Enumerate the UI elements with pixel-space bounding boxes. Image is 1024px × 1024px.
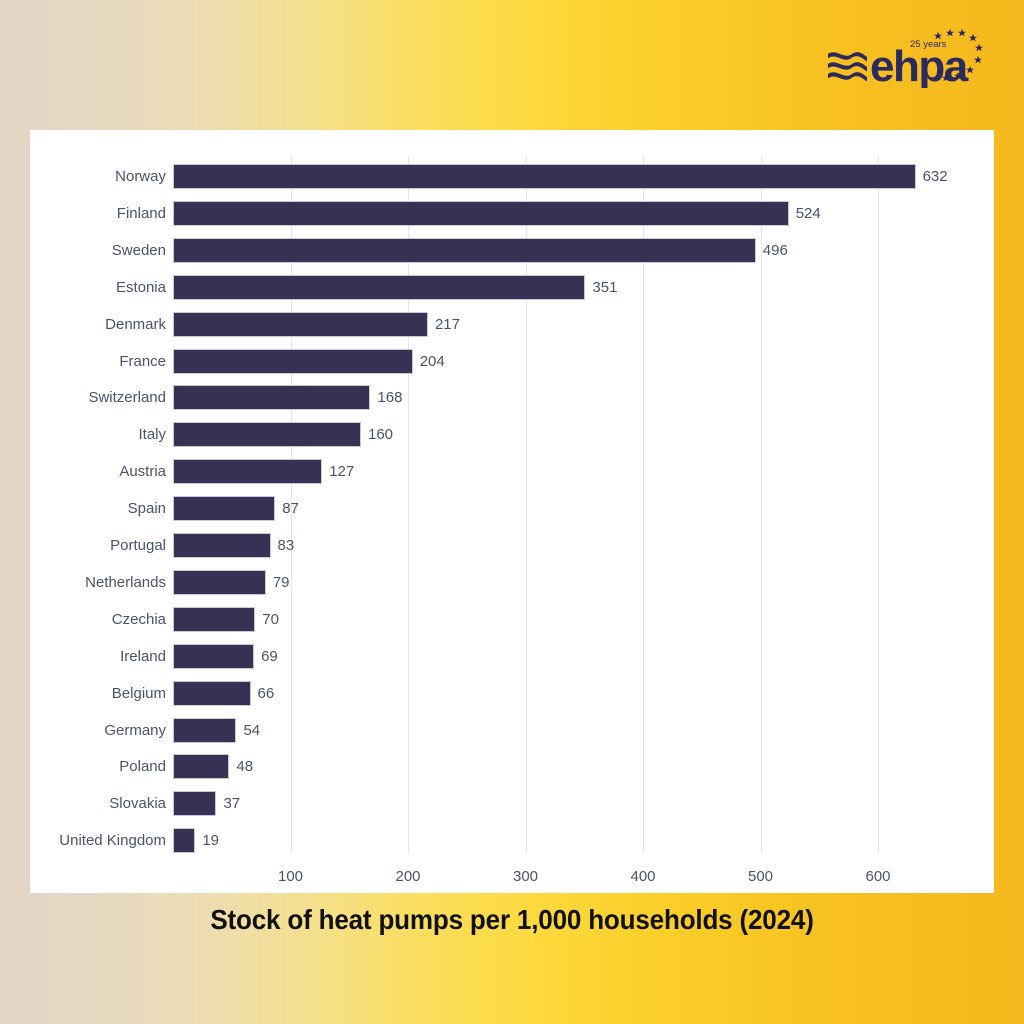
bar[interactable] [173, 164, 916, 189]
bar-row[interactable]: Ireland 69 [30, 638, 994, 675]
bar-row[interactable]: Germany 54 [30, 712, 994, 749]
bar-value-label: 351 [592, 278, 618, 296]
category-label: United Kingdom [59, 832, 166, 850]
bar-row[interactable]: Estonia 351 [30, 269, 994, 306]
bar-value-label: 54 [243, 721, 261, 739]
bar-row[interactable]: Spain 87 [30, 490, 994, 527]
bar-row[interactable]: Finland 524 [30, 195, 994, 232]
bar-row[interactable]: Sweden 496 [30, 232, 994, 269]
bar-row[interactable]: Portugal 83 [30, 527, 994, 564]
category-label: Switzerland [88, 389, 166, 407]
category-label: Germany [104, 721, 166, 739]
bar-row[interactable]: United Kingdom 19 [30, 822, 994, 859]
category-label: Sweden [111, 241, 166, 259]
x-axis-tick-label: 500 [747, 868, 774, 885]
gridline [290, 156, 292, 853]
category-label: Estonia [115, 278, 166, 296]
bar[interactable] [173, 496, 276, 522]
bar-value-label: 48 [236, 758, 254, 776]
bar-value-label: 217 [434, 315, 460, 333]
bar-value-label: 168 [377, 389, 403, 407]
gridline [525, 156, 527, 853]
bar-value-label: 69 [261, 647, 278, 665]
category-label: Netherlands [85, 573, 166, 591]
category-label: Norway [115, 168, 166, 185]
bar-value-label: 19 [202, 832, 219, 850]
bar-row[interactable]: Denmark 217 [30, 306, 994, 343]
category-label: Slovakia [109, 795, 166, 813]
bar[interactable] [173, 459, 323, 485]
category-label: Poland [119, 758, 166, 776]
chart-caption: Stock of heat pumps per 1,000 households… [210, 904, 814, 935]
bar-row[interactable]: Switzerland 168 [30, 379, 994, 416]
bar[interactable] [173, 348, 413, 374]
bar-value-label: 83 [277, 537, 295, 554]
bar[interactable] [173, 791, 217, 817]
ehpa-logo-svg: ehpa 25 years [828, 29, 983, 91]
bar-value-label: 66 [257, 684, 275, 702]
x-axis-tick-label: 300 [512, 868, 539, 885]
bar-row[interactable]: Netherlands 79 [30, 564, 994, 601]
bar[interactable] [173, 311, 428, 337]
bar-row[interactable]: France 204 [30, 343, 994, 380]
bar-row[interactable]: Italy 160 [30, 416, 994, 453]
x-axis-tick-label: 400 [630, 868, 656, 885]
bar[interactable] [173, 606, 256, 632]
bar-value-label: 632 [922, 168, 948, 185]
category-label: Finland [116, 204, 166, 222]
bar-value-label: 79 [272, 573, 290, 591]
bar-value-label: 204 [419, 352, 445, 370]
category-label: France [119, 352, 166, 370]
bar[interactable] [173, 643, 255, 669]
bar[interactable] [173, 717, 237, 743]
x-axis-tick-label: 200 [395, 868, 421, 885]
bar-value-label: 160 [368, 426, 394, 444]
category-label: Italy [138, 426, 166, 444]
bar[interactable] [173, 533, 271, 558]
bar[interactable] [173, 274, 586, 300]
bar-value-label: 70 [262, 610, 279, 628]
category-label: Ireland [120, 647, 166, 665]
bar-row[interactable]: Czechia 70 [30, 601, 994, 638]
bar-row[interactable]: Austria 127 [30, 453, 994, 490]
eu-stars-icon [934, 29, 983, 82]
gridline [878, 156, 879, 853]
bar-row[interactable]: Poland 48 [30, 748, 994, 785]
bar-value-label: 37 [223, 795, 241, 813]
category-label: Spain [127, 500, 166, 518]
x-axis-tick-label: 600 [865, 868, 891, 885]
bar[interactable] [173, 422, 361, 448]
bar-chart-plot: 100 200 300 400 500 600 Norway 632 Finland 524 Swe… [30, 130, 994, 893]
category-label: Denmark [105, 315, 166, 333]
x-axis-tick-label: 100 [277, 868, 304, 885]
bar[interactable] [173, 237, 756, 263]
bar[interactable] [173, 385, 371, 411]
bar-value-label: 496 [762, 241, 788, 259]
gridline [408, 156, 409, 853]
ehpa-logo: ehpa 25 years [826, 26, 986, 91]
gridline [760, 156, 762, 853]
waves-icon [828, 52, 867, 82]
bar-value-label: 524 [795, 204, 821, 222]
bar-value-label: 87 [282, 500, 299, 518]
logo-wordmark: ehpa [870, 42, 969, 88]
bar-row[interactable]: Norway 632 [30, 158, 994, 195]
bar[interactable] [173, 754, 230, 780]
category-label: Austria [119, 463, 166, 481]
bar-row[interactable]: Belgium 66 [30, 675, 994, 712]
category-label: Czechia [111, 610, 166, 628]
category-label: Portugal [110, 537, 166, 554]
category-label: Belgium [111, 684, 166, 702]
bar-value-label: 127 [329, 463, 355, 481]
bar-row[interactable]: Slovakia 37 [30, 785, 994, 822]
bar[interactable] [173, 569, 266, 595]
gridline [643, 156, 644, 853]
bar[interactable] [173, 680, 251, 706]
bar[interactable] [173, 828, 196, 854]
chart-card: 100 200 300 400 500 600 Norway 632 Finland 524 Swe… [30, 130, 994, 893]
bar[interactable] [173, 200, 789, 226]
logo-anniversary-text: 25 years [910, 39, 947, 50]
